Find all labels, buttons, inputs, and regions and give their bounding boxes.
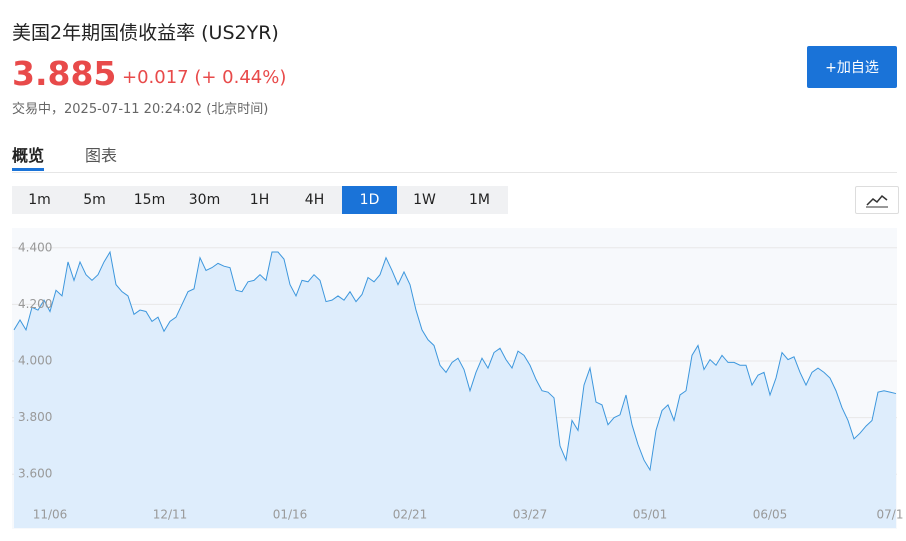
interval-button[interactable]: 1H [249,192,270,208]
x-tick-label: 03/27 [513,508,548,522]
y-tick-label: 3.600 [18,467,52,481]
watch-button[interactable]: +加自选 [807,46,897,88]
timestamp: 交易中，2025-07-11 20:24:02 (北京时间) [12,102,269,117]
interval-button[interactable]: 5m [83,192,106,208]
interval-bar: 1m 5m 15m 30m 1H 4H 1D 1W 1M [12,186,508,214]
line-icon [866,194,888,208]
divider [12,172,897,173]
x-tick-label: 07/1 [877,508,904,522]
icon-line [866,194,888,206]
interval-button[interactable]: 1W [413,192,436,208]
y-tick-label: 4.400 [18,240,52,254]
interval-button[interactable]: 30m [188,192,221,208]
title: 美国2年期国债收益率 (US2YR) [12,22,279,44]
x-tick-label: 11/06 [33,508,68,522]
y-tick-label: 4.200 [18,297,52,311]
tab[interactable]: 概览 [12,146,45,165]
y-tick-label: 4.000 [18,354,52,368]
tab[interactable]: 图表 [85,146,118,165]
price-line [13,250,897,472]
interval-button[interactable]: 1m [28,192,51,208]
interval-button[interactable]: 15m [133,192,166,208]
interval-button[interactable]: 1M [469,192,490,208]
x-tick-label: 12/11 [153,508,188,522]
x-tick-label: 06/05 [753,508,788,522]
price: 3.885 [12,54,117,93]
chart-type-button[interactable] [855,186,899,214]
tab-underline [12,168,44,171]
area-fill [14,252,896,528]
interval-button[interactable]: 4H [304,192,325,208]
x-tick-label: 05/01 [633,508,668,522]
x-tick-label: 02/21 [393,508,428,522]
change: +0.017 (+ 0.44%) [122,67,287,88]
x-tick-label: 01/16 [273,508,308,522]
y-tick-label: 3.800 [18,410,52,424]
interval-button[interactable]: 1D [342,186,397,214]
